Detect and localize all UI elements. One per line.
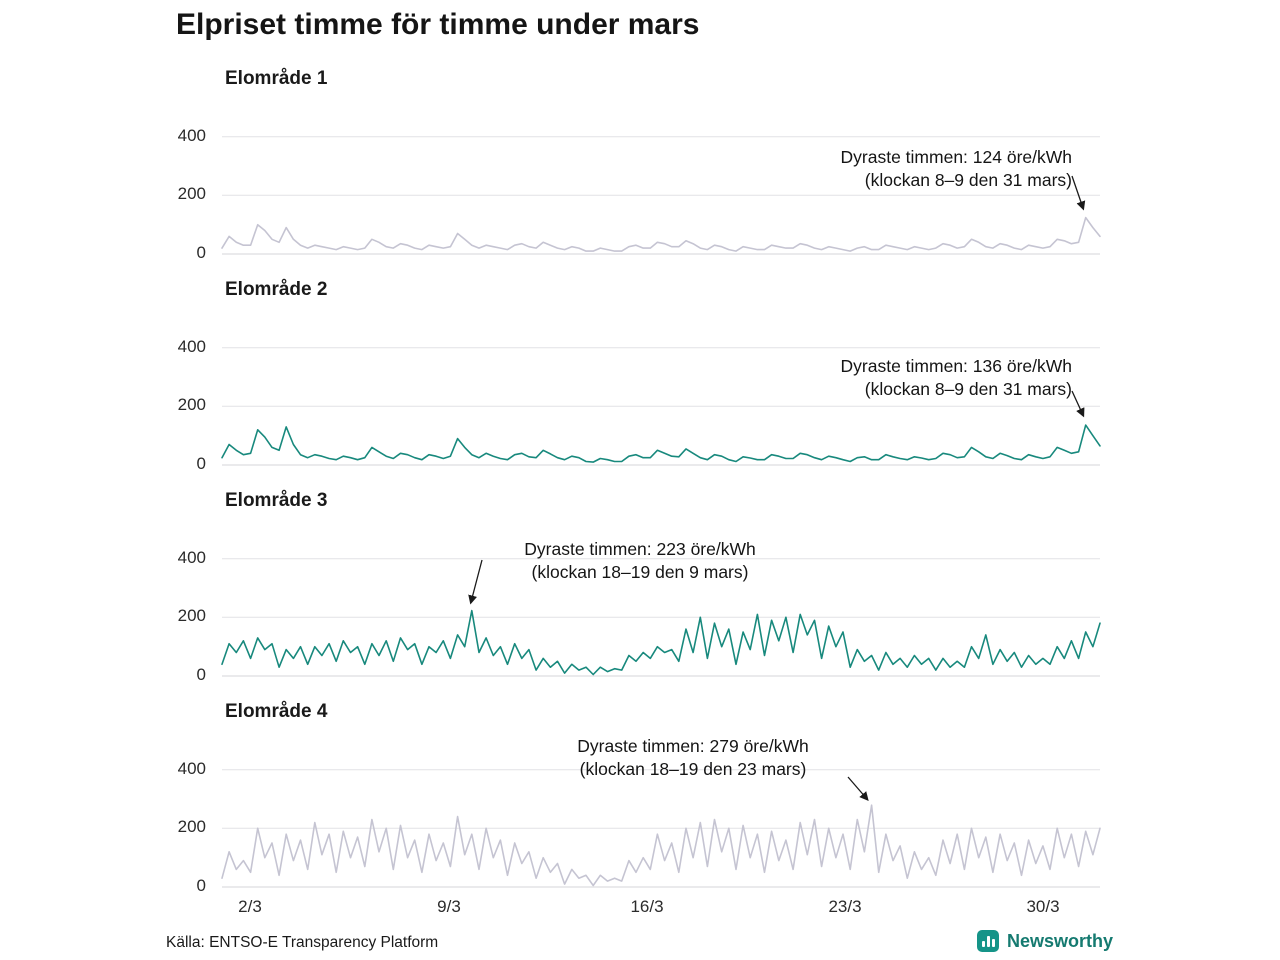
x-tick-2-3: 2/3 <box>238 897 262 916</box>
y-tick-400: 400 <box>177 126 206 145</box>
source-credit: Källa: ENTSO-E Transparency Platform <box>166 934 439 951</box>
y-tick-400: 400 <box>177 759 206 778</box>
peak-annotation: Dyraste timmen: 124 öre/kWh (klockan 8–9… <box>841 146 1072 193</box>
y-tick-0: 0 <box>196 876 206 895</box>
price-line <box>221 804 1101 887</box>
plot-area: 400 200 0 Dyraste timmen: 223 öre/kWh (k… <box>178 539 1101 684</box>
y-tick-200: 200 <box>177 817 206 836</box>
annotation-arrow-icon <box>468 559 483 605</box>
plot-area: 400 200 0 Dyraste timmen: 124 öre/kWh (k… <box>178 122 1101 262</box>
annotation-line2: (klockan 18–19 den 23 mars) <box>579 759 807 780</box>
panel-elomrade-3: Elområde 3 400 200 0 Dyraste timmen: 223… <box>0 482 1280 693</box>
x-tick-30-3: 30/3 <box>1026 897 1060 916</box>
annotation-line2: (klockan 18–19 den 9 mars) <box>531 562 749 583</box>
annotation-line2: (klockan 8–9 den 31 mars) <box>864 170 1072 191</box>
plot-area: 400 200 0 Dyraste timmen: 279 öre/kWh (k… <box>178 736 1101 895</box>
y-tick-200: 200 <box>177 395 206 414</box>
brand: Newsworthy <box>976 930 1113 952</box>
elomrade-2-chart <box>221 347 1101 466</box>
panel-elomrade-4: Elområde 4 400 200 0 Dyraste timmen: 279… <box>0 693 1280 916</box>
plot-area: 400 200 0 Dyraste timmen: 136 öre/kWh (k… <box>178 333 1101 473</box>
y-tick-0: 0 <box>196 454 206 473</box>
annotation-line1: Dyraste timmen: 124 öre/kWh <box>840 147 1072 167</box>
panel-label: Elområde 3 <box>225 490 328 511</box>
x-tick-16-3: 16/3 <box>630 897 664 916</box>
panel-elomrade-2: Elområde 2 400 200 0 Dyraste timmen: 136… <box>0 271 1280 482</box>
price-line <box>221 216 1101 252</box>
x-axis: 2/3 9/3 16/3 23/3 30/3 <box>222 897 1100 921</box>
y-tick-0: 0 <box>196 243 206 262</box>
x-tick-9-3: 9/3 <box>437 897 461 916</box>
annotation-arrow-icon <box>1071 175 1086 211</box>
brand-name: Newsworthy <box>1006 930 1113 951</box>
panel-label: Elområde 2 <box>225 279 328 300</box>
price-line <box>221 609 1101 676</box>
page-title: Elpriset timme för timme under mars <box>176 8 700 41</box>
peak-annotation: Dyraste timmen: 223 öre/kWh (klockan 18–… <box>475 538 805 585</box>
annotation-line1: Dyraste timmen: 136 öre/kWh <box>840 356 1072 376</box>
annotation-line1: Dyraste timmen: 223 öre/kWh <box>524 539 756 559</box>
y-tick-400: 400 <box>177 337 206 356</box>
y-tick-200: 200 <box>177 184 206 203</box>
y-tick-400: 400 <box>177 548 206 567</box>
peak-annotation: Dyraste timmen: 136 öre/kWh (klockan 8–9… <box>841 355 1072 402</box>
elomrade-1-chart <box>221 136 1101 255</box>
peak-annotation: Dyraste timmen: 279 öre/kWh (klockan 18–… <box>523 735 863 782</box>
x-tick-23-3: 23/3 <box>828 897 862 916</box>
y-tick-200: 200 <box>177 606 206 625</box>
annotation-line1: Dyraste timmen: 279 öre/kWh <box>577 736 809 756</box>
annotation-line2: (klockan 8–9 den 31 mars) <box>864 379 1072 400</box>
elomrade-3-chart <box>221 558 1101 677</box>
panel-elomrade-1: Elområde 1 400 200 0 Dyraste timmen: 124… <box>0 60 1280 271</box>
elomrade-4-chart <box>221 769 1101 888</box>
newsworthy-logo-icon <box>976 930 999 952</box>
panel-label: Elområde 4 <box>225 701 328 722</box>
annotation-arrow-icon <box>1071 390 1085 418</box>
y-tick-0: 0 <box>196 665 206 684</box>
annotation-arrow-icon <box>847 776 869 801</box>
panel-label: Elområde 1 <box>225 68 328 89</box>
price-line <box>221 424 1101 463</box>
